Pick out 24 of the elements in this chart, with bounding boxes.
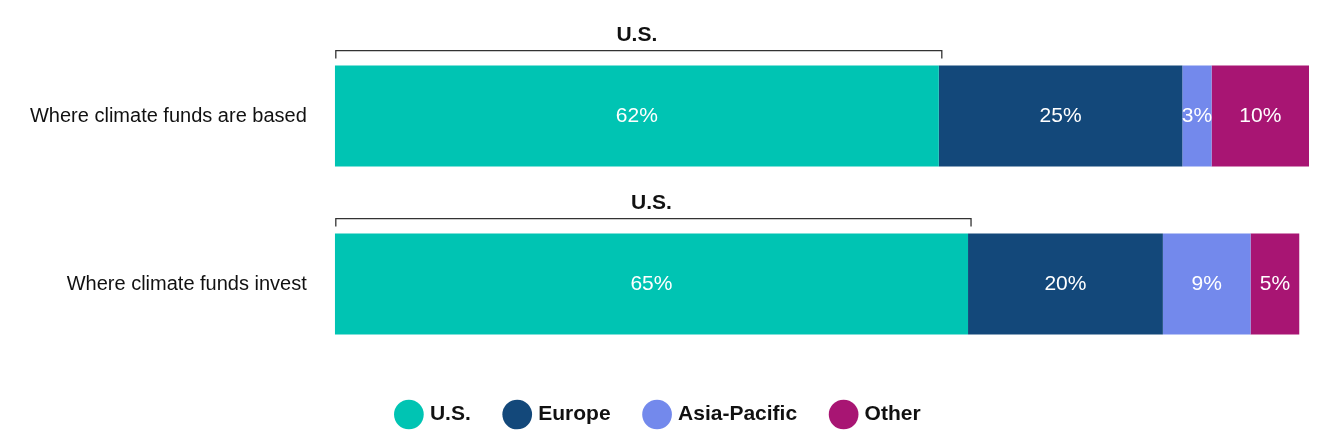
annotation: U.S. [616,21,658,45]
data-label: 20% [1044,270,1087,294]
annotation: U.S. [631,189,672,213]
y-tick-label: Where climate funds invest [66,271,308,294]
data-label: 65% [630,270,673,294]
legend-label: Asia-Pacific [678,401,798,425]
y-tick-label: Where climate funds are based [29,103,307,126]
bar [334,65,939,167]
data-label: 10% [1239,102,1282,126]
data-label: 5% [1259,270,1291,294]
legend-label: Europe [538,401,611,425]
bar [1211,65,1309,167]
data-label: 25% [1039,102,1082,126]
legend-label: Other [864,401,921,425]
bar [1182,65,1212,167]
bar [1162,233,1251,335]
legend-label: U.S. [429,401,471,425]
bar [938,65,1183,167]
data-label: 3% [1181,102,1213,126]
bar [1250,233,1300,335]
bar [334,233,969,335]
data-label: 62% [615,102,658,126]
bar [968,233,1163,335]
data-label: 9% [1191,270,1222,294]
